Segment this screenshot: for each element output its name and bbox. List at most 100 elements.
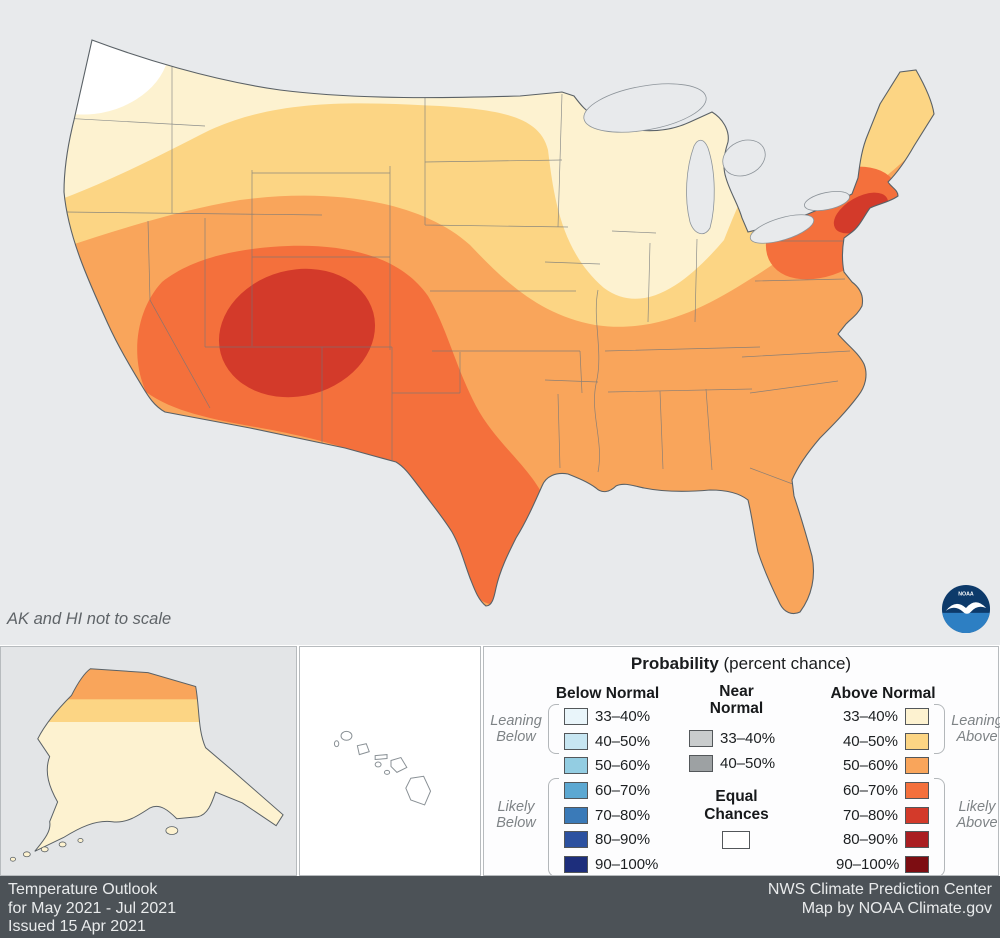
equal-chances-swatch [722,831,750,849]
island [9,856,16,862]
footer-issued: Issued 15 Apr 2021 [8,918,146,935]
footer-agency: NWS Climate Prediction Center [767,881,992,898]
legend-panel: Probability (percent chance) Below Norma… [483,646,1000,877]
legend-range: 50–60% [595,757,651,774]
likely-below-label: Likely Below [496,799,536,831]
legend-row-below: 50–60% [564,757,650,774]
legend-range: 33–40% [720,730,776,747]
legend-row-below: 90–100% [564,856,658,873]
aleutian-islands [9,826,179,862]
legend-row-above: 70–80% [836,807,929,824]
bracket-likely-above [934,778,945,877]
legend-range: 33–40% [842,708,898,725]
legend-row-below: 33–40% [564,708,650,725]
likely-above-label: Likely Above [956,799,998,831]
legend-swatch [905,757,929,774]
legend-row-above: 40–50% [836,733,929,750]
island-kauai [340,730,353,741]
legend-range: 50–60% [842,757,898,774]
region-equal-chances-pnw [64,40,169,115]
legend-swatch [905,856,929,873]
legend-swatch [564,831,588,848]
legend-header-above-normal: Above Normal [830,685,936,702]
lake-erie [749,214,815,244]
legend-title-rest: (percent chance) [718,654,852,673]
footer-period: for May 2021 - Jul 2021 [8,899,177,917]
hawaii-inset [299,646,481,876]
legend-header-below-normal: Below Normal [555,685,660,702]
legend-row-near: 40–50% [689,755,775,772]
legend-row-below: 40–50% [564,733,650,750]
legend-range: 40–50% [595,733,651,750]
legend-range: 60–70% [595,782,651,799]
legend-title: Probability (percent chance) [484,654,998,674]
legend-range: 80–90% [595,831,651,848]
lake-michigan [686,139,715,235]
hawaii-map [333,730,432,806]
legend-swatch [564,782,588,799]
island [58,841,67,848]
lake-huron [722,139,766,177]
legend-row-above: 60–70% [836,782,929,799]
legend-swatch [564,807,588,824]
island-lanai [374,761,382,768]
legend-swatch [564,733,588,750]
lake-superior [583,83,707,133]
legend-row-below: 70–80% [564,807,650,824]
legend-range: 90–100% [836,856,900,873]
island [40,846,49,853]
island-molokai [374,754,388,761]
legend-range: 90–100% [595,856,659,873]
great-lakes [583,83,850,244]
bracket-leaning-above [934,704,945,754]
island-hawaii [405,775,432,806]
us-probability-map [63,39,935,615]
legend-swatch [905,807,929,824]
alaska-inset [0,646,297,876]
footer-title: Temperature Outlook [8,881,158,898]
legend-title-bold: Probability [630,654,719,673]
legend-row-near: 33–40% [689,730,775,747]
legend-range: 80–90% [842,831,898,848]
region-above-70-80-four-corners [218,268,376,398]
noaa-logo: NOAA [941,584,991,634]
equal-chances-label: Equal Chances [704,788,769,823]
island-oahu [356,743,370,756]
legend-row-below: 60–70% [564,782,650,799]
island-niihau [333,740,340,748]
island [22,851,31,858]
legend-range: 33–40% [595,708,651,725]
legend-swatch [905,831,929,848]
legend-swatch [689,730,713,747]
noaa-ocean [941,612,991,634]
noaa-text: NOAA [958,592,974,598]
bracket-leaning-below [548,704,559,754]
legend-swatch [689,755,713,772]
island-kahoolawe [383,769,391,775]
footer-credit: Map by NOAA Climate.gov [801,899,992,917]
noaa-gull-icon [945,602,987,614]
legend-swatch [564,757,588,774]
legend-range: 60–70% [842,782,898,799]
legend-row-above: 50–60% [836,757,929,774]
legend-swatch [905,708,929,725]
legend-range: 40–50% [720,755,776,772]
legend-swatch [564,708,588,725]
state-borders [64,52,851,487]
legend-row-above: 33–40% [836,708,929,725]
scale-note: AK and HI not to scale [7,610,172,628]
legend-range: 70–80% [595,807,651,824]
alaska-map [1,647,296,875]
leaning-above-label: Leaning Above [951,713,1000,745]
footer: Temperature Outlook for May 2021 - Jul 2… [0,876,1000,938]
footer-right: NWS Climate Prediction Center Map by NOA… [768,881,992,938]
legend-swatch [905,782,929,799]
legend-swatch [905,733,929,750]
legend-row-above: 80–90% [836,831,929,848]
legend-row-above: 90–100% [836,856,929,873]
footer-left: Temperature Outlook for May 2021 - Jul 2… [8,881,176,938]
kodiak-island [165,826,179,835]
leaning-below-label: Leaning Below [490,713,542,745]
hawaiian-islands [333,730,432,806]
